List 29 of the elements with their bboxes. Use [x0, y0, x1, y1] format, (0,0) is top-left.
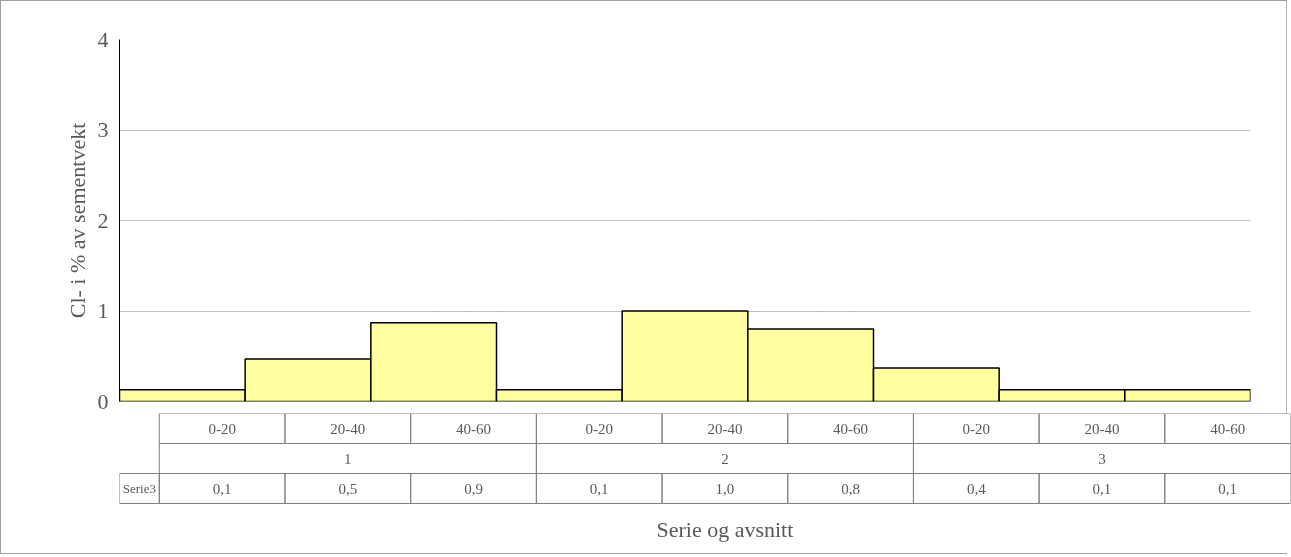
text: 3 — [1098, 450, 1106, 467]
data-label: 0,9 — [464, 480, 483, 497]
x-tick-label: 40-60 — [1210, 420, 1246, 437]
y-tick-label: 0 — [97, 388, 109, 414]
x-tick-label: 20-40 — [330, 420, 366, 437]
y-axis-title: Cl- i % av sementvekt — [64, 122, 90, 319]
x-tick-label: 20-40 — [707, 420, 743, 437]
x-tick-label: 20-40 — [1084, 420, 1120, 437]
data-label: 0,1 — [212, 480, 232, 497]
data-label: 0,1 — [1092, 480, 1112, 497]
data-label: 0,8 — [841, 480, 860, 497]
x-tick-label: 0-20 — [962, 420, 991, 437]
y-tick-label: 4 — [97, 26, 109, 52]
data-label: 0,5 — [338, 480, 358, 497]
data-label: 0,1 — [1218, 480, 1238, 497]
x-tick-label: 0-20 — [208, 420, 236, 437]
data-label: 0,4 — [966, 480, 987, 497]
text: Serie3 — [122, 481, 157, 496]
data-label: 0,1 — [589, 480, 609, 497]
x-axis-title: Serie og avsnitt — [656, 517, 794, 542]
y-tick-label: 3 — [97, 117, 109, 142]
text: 2 — [721, 450, 729, 467]
x-tick-label: 40-60 — [456, 420, 492, 437]
text: 1 — [344, 450, 352, 467]
y-tick-label: 2 — [97, 207, 109, 233]
y-tick-label: 1 — [97, 298, 109, 323]
x-tick-label: 0-20 — [585, 420, 613, 437]
data-label: 1,0 — [715, 480, 735, 497]
x-tick-label: 40-60 — [833, 420, 869, 437]
